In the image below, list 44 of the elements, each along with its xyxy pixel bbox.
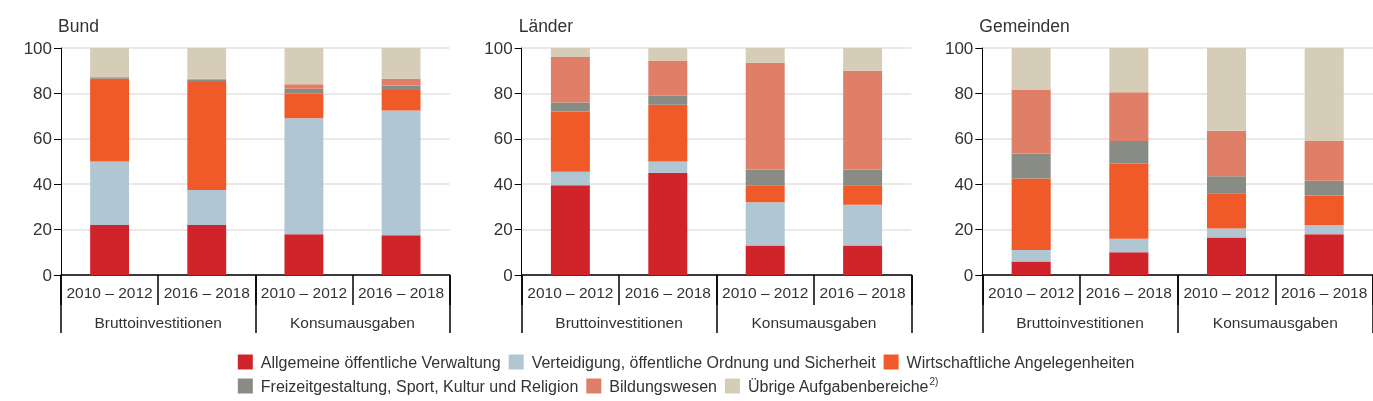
text: Konsumausgaben xyxy=(1212,313,1338,331)
x-tick-label: 2016 – 2018 xyxy=(624,283,711,301)
y-tick-label: 20 xyxy=(493,220,513,240)
legend-label: Wirtschaftliche Angelegenheiten xyxy=(906,353,1135,371)
y-tick-label: 40 xyxy=(33,174,52,194)
legend-label: Verteidigung, öffentliche Ordnung und Sicherheit xyxy=(531,353,877,371)
x-tick-label: 2010 – 2012 xyxy=(527,283,614,301)
y-tick-label: 100 xyxy=(23,38,52,58)
y-tick-label: 60 xyxy=(493,129,513,149)
chart-title: Länder xyxy=(518,16,574,36)
y-tick-label: 100 xyxy=(944,38,974,58)
x-tick-label: 2010 – 2012 xyxy=(260,283,348,301)
x-tick-label: 2016 – 2018 xyxy=(819,283,906,301)
x-tick-label: 2010 – 2012 xyxy=(66,283,153,301)
y-tick-label: 40 xyxy=(954,174,974,194)
y-tick-label: 60 xyxy=(33,129,52,149)
y-tick-label: 80 xyxy=(33,83,52,103)
y-tick-label: 0 xyxy=(963,265,974,285)
y-tick-label: 0 xyxy=(42,265,52,285)
text: Bruttoinvestitionen xyxy=(94,313,222,331)
y-tick-label: 100 xyxy=(484,38,513,58)
x-tick-label: 2010 – 2012 xyxy=(988,283,1075,301)
text: Bruttoinvestitionen xyxy=(555,313,683,331)
legend-label: Bildungswesen xyxy=(609,377,717,395)
y-tick-label: 40 xyxy=(493,174,513,194)
text: Konsumausgaben xyxy=(290,313,415,331)
y-tick-label: 20 xyxy=(954,220,974,240)
text: Konsumausgaben xyxy=(751,313,877,331)
chart-title: Gemeinden xyxy=(979,16,1070,36)
x-tick-label: 2016 – 2018 xyxy=(163,283,250,301)
chart-title: Bund xyxy=(58,16,99,36)
y-tick-label: 0 xyxy=(503,265,513,285)
y-tick-label: 60 xyxy=(954,129,974,149)
legend-label: Freizeitgestaltung, Sport, Kultur und Religion xyxy=(260,377,579,395)
y-tick-label: 20 xyxy=(33,220,52,240)
y-tick-label: 80 xyxy=(954,83,974,103)
text: Bruttoinvestitionen xyxy=(1016,313,1144,331)
x-tick-label: 2016 – 2018 xyxy=(1085,283,1172,301)
x-tick-label: 2010 – 2012 xyxy=(722,283,809,301)
x-tick-label: 2010 – 2012 xyxy=(1183,283,1270,301)
legend-label: Allgemeine öffentliche Verwaltung xyxy=(260,353,501,371)
y-tick-label: 80 xyxy=(493,83,513,103)
x-tick-label: 2016 – 2018 xyxy=(1281,283,1368,301)
x-tick-label: 2016 – 2018 xyxy=(357,283,445,301)
